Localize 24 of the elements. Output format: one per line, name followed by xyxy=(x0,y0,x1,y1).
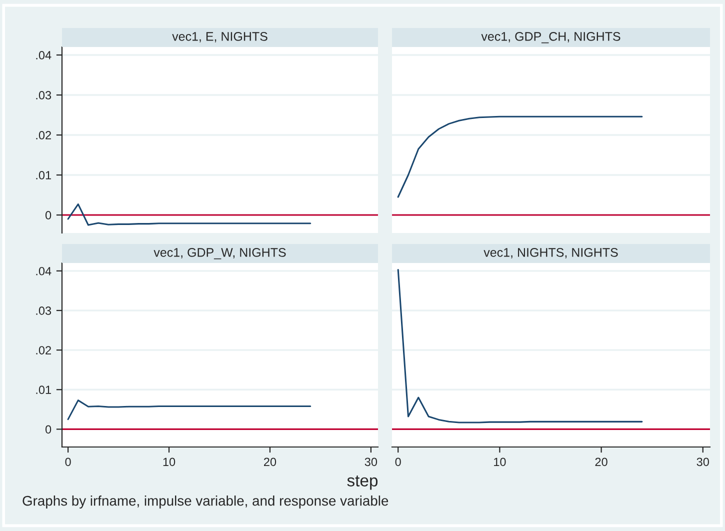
chart-title: vec1, NIGHTS, NIGHTS xyxy=(484,248,618,258)
x-tick-label: 30 xyxy=(364,458,378,466)
y-tick-label: .01 xyxy=(36,171,52,180)
x-tick-label: 20 xyxy=(264,458,276,466)
x-tick-label: 30 xyxy=(696,458,709,466)
y-tick-label: .03 xyxy=(36,306,52,315)
x-axis-title: step xyxy=(347,476,378,490)
y-tick-label: 0 xyxy=(45,425,52,434)
y-tick-label: .04 xyxy=(36,266,52,276)
x-tick-label: 20 xyxy=(595,458,608,466)
x-tick-label: 10 xyxy=(163,458,176,466)
chart-title: vec1, GDP_CH, NIGHTS xyxy=(481,32,620,44)
x-tick-label: 0 xyxy=(65,458,71,466)
y-tick-label: .04 xyxy=(36,51,52,60)
y-tick-label: .03 xyxy=(36,91,52,100)
y-tick-label: .02 xyxy=(36,346,51,354)
x-tick-label: 10 xyxy=(494,458,506,466)
text: Graphs by irfname, impulse variable, and response variable xyxy=(22,496,388,508)
y-tick-label: .01 xyxy=(36,386,52,394)
chart-title: vec1, E, NIGHTS xyxy=(172,32,268,42)
chart-title: vec1, GDP_W, NIGHTS xyxy=(154,248,286,260)
y-tick-label: 0 xyxy=(45,211,52,220)
x-tick-label: 0 xyxy=(395,458,401,466)
y-tick-label: .02 xyxy=(36,131,51,140)
